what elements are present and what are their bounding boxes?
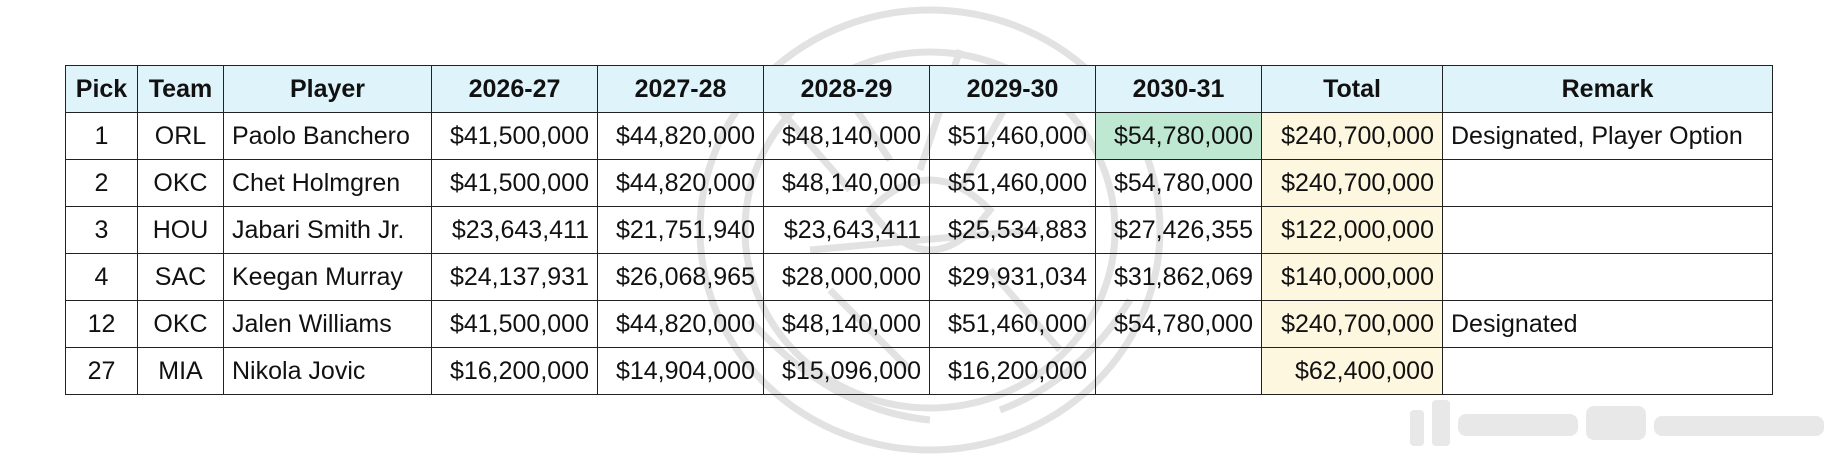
- salary-2030-31-cell: [1095, 347, 1262, 395]
- salary-2027-28-cell: $44,820,000: [597, 300, 764, 348]
- salary-2028-29-cell: $28,000,000: [763, 253, 930, 301]
- table-row: 3 HOU Jabari Smith Jr. $23,643,411 $21,7…: [65, 206, 1773, 254]
- salary-2030-31-cell: $31,862,069: [1095, 253, 1262, 301]
- salary-2029-30-cell: $16,200,000: [929, 347, 1096, 395]
- table-row: 12 OKC Jalen Williams $41,500,000 $44,82…: [65, 300, 1773, 348]
- table-row: 4 SAC Keegan Murray $24,137,931 $26,068,…: [65, 253, 1773, 301]
- player-cell: Nikola Jovic: [223, 347, 432, 395]
- salary-2030-31-cell-highlighted: $54,780,000: [1095, 112, 1262, 160]
- total-cell: $122,000,000: [1261, 206, 1443, 254]
- salary-2027-28-cell: $44,820,000: [597, 112, 764, 160]
- total-cell: $140,000,000: [1261, 253, 1443, 301]
- salary-2030-31-cell: $54,780,000: [1095, 159, 1262, 207]
- total-cell: $62,400,000: [1261, 347, 1443, 395]
- salary-2026-27-cell: $41,500,000: [431, 300, 598, 348]
- salary-2027-28-cell: $26,068,965: [597, 253, 764, 301]
- salary-2026-27-cell: $16,200,000: [431, 347, 598, 395]
- column-header-2028-29: 2028-29: [763, 65, 930, 113]
- pick-cell: 1: [65, 112, 138, 160]
- salary-2028-29-cell: $48,140,000: [763, 300, 930, 348]
- team-cell: OKC: [137, 300, 224, 348]
- player-cell: Paolo Banchero: [223, 112, 432, 160]
- salary-2026-27-cell: $41,500,000: [431, 112, 598, 160]
- column-header-2030-31: 2030-31: [1095, 65, 1262, 113]
- salary-2026-27-cell: $41,500,000: [431, 159, 598, 207]
- salary-2030-31-cell: $54,780,000: [1095, 300, 1262, 348]
- pick-cell: 3: [65, 206, 138, 254]
- team-cell: MIA: [137, 347, 224, 395]
- salary-2029-30-cell: $51,460,000: [929, 300, 1096, 348]
- column-header-pick: Pick: [65, 65, 138, 113]
- column-header-remark: Remark: [1442, 65, 1773, 113]
- column-header-2029-30: 2029-30: [929, 65, 1096, 113]
- column-header-team: Team: [137, 65, 224, 113]
- table-row: 1 ORL Paolo Banchero $41,500,000 $44,820…: [65, 112, 1773, 160]
- salary-2029-30-cell: $51,460,000: [929, 159, 1096, 207]
- remark-cell: [1442, 347, 1773, 395]
- team-cell: SAC: [137, 253, 224, 301]
- column-header-2026-27: 2026-27: [431, 65, 598, 113]
- pick-cell: 12: [65, 300, 138, 348]
- table-row: 27 MIA Nikola Jovic $16,200,000 $14,904,…: [65, 347, 1773, 395]
- blurred-username-tag: [1410, 400, 1824, 446]
- team-cell: HOU: [137, 206, 224, 254]
- table-row: 2 OKC Chet Holmgren $41,500,000 $44,820,…: [65, 159, 1773, 207]
- team-cell: ORL: [137, 112, 224, 160]
- salary-2028-29-cell: $48,140,000: [763, 112, 930, 160]
- salary-2029-30-cell: $51,460,000: [929, 112, 1096, 160]
- remark-cell: Designated: [1442, 300, 1773, 348]
- remark-cell: [1442, 159, 1773, 207]
- total-cell: $240,700,000: [1261, 300, 1443, 348]
- column-header-player: Player: [223, 65, 432, 113]
- player-cell: Jalen Williams: [223, 300, 432, 348]
- column-header-total: Total: [1261, 65, 1443, 113]
- salary-2027-28-cell: $21,751,940: [597, 206, 764, 254]
- total-cell: $240,700,000: [1261, 159, 1443, 207]
- pick-cell: 2: [65, 159, 138, 207]
- salary-2027-28-cell: $14,904,000: [597, 347, 764, 395]
- pick-cell: 4: [65, 253, 138, 301]
- pick-cell: 27: [65, 347, 138, 395]
- salary-2028-29-cell: $48,140,000: [763, 159, 930, 207]
- player-cell: Keegan Murray: [223, 253, 432, 301]
- player-cell: Chet Holmgren: [223, 159, 432, 207]
- column-header-2027-28: 2027-28: [597, 65, 764, 113]
- salary-2028-29-cell: $15,096,000: [763, 347, 930, 395]
- total-cell: $240,700,000: [1261, 112, 1443, 160]
- remark-cell: Designated, Player Option: [1442, 112, 1773, 160]
- header-row: Pick Team Player 2026-27 2027-28 2028-29…: [65, 65, 1773, 113]
- salary-2028-29-cell: $23,643,411: [763, 206, 930, 254]
- remark-cell: [1442, 206, 1773, 254]
- rookie-contract-table: Pick Team Player 2026-27 2027-28 2028-29…: [65, 65, 1773, 395]
- salary-2026-27-cell: $23,643,411: [431, 206, 598, 254]
- salary-2030-31-cell: $27,426,355: [1095, 206, 1262, 254]
- player-cell: Jabari Smith Jr.: [223, 206, 432, 254]
- remark-cell: [1442, 253, 1773, 301]
- salary-2026-27-cell: $24,137,931: [431, 253, 598, 301]
- salary-2027-28-cell: $44,820,000: [597, 159, 764, 207]
- salary-2029-30-cell: $25,534,883: [929, 206, 1096, 254]
- salary-2029-30-cell: $29,931,034: [929, 253, 1096, 301]
- team-cell: OKC: [137, 159, 224, 207]
